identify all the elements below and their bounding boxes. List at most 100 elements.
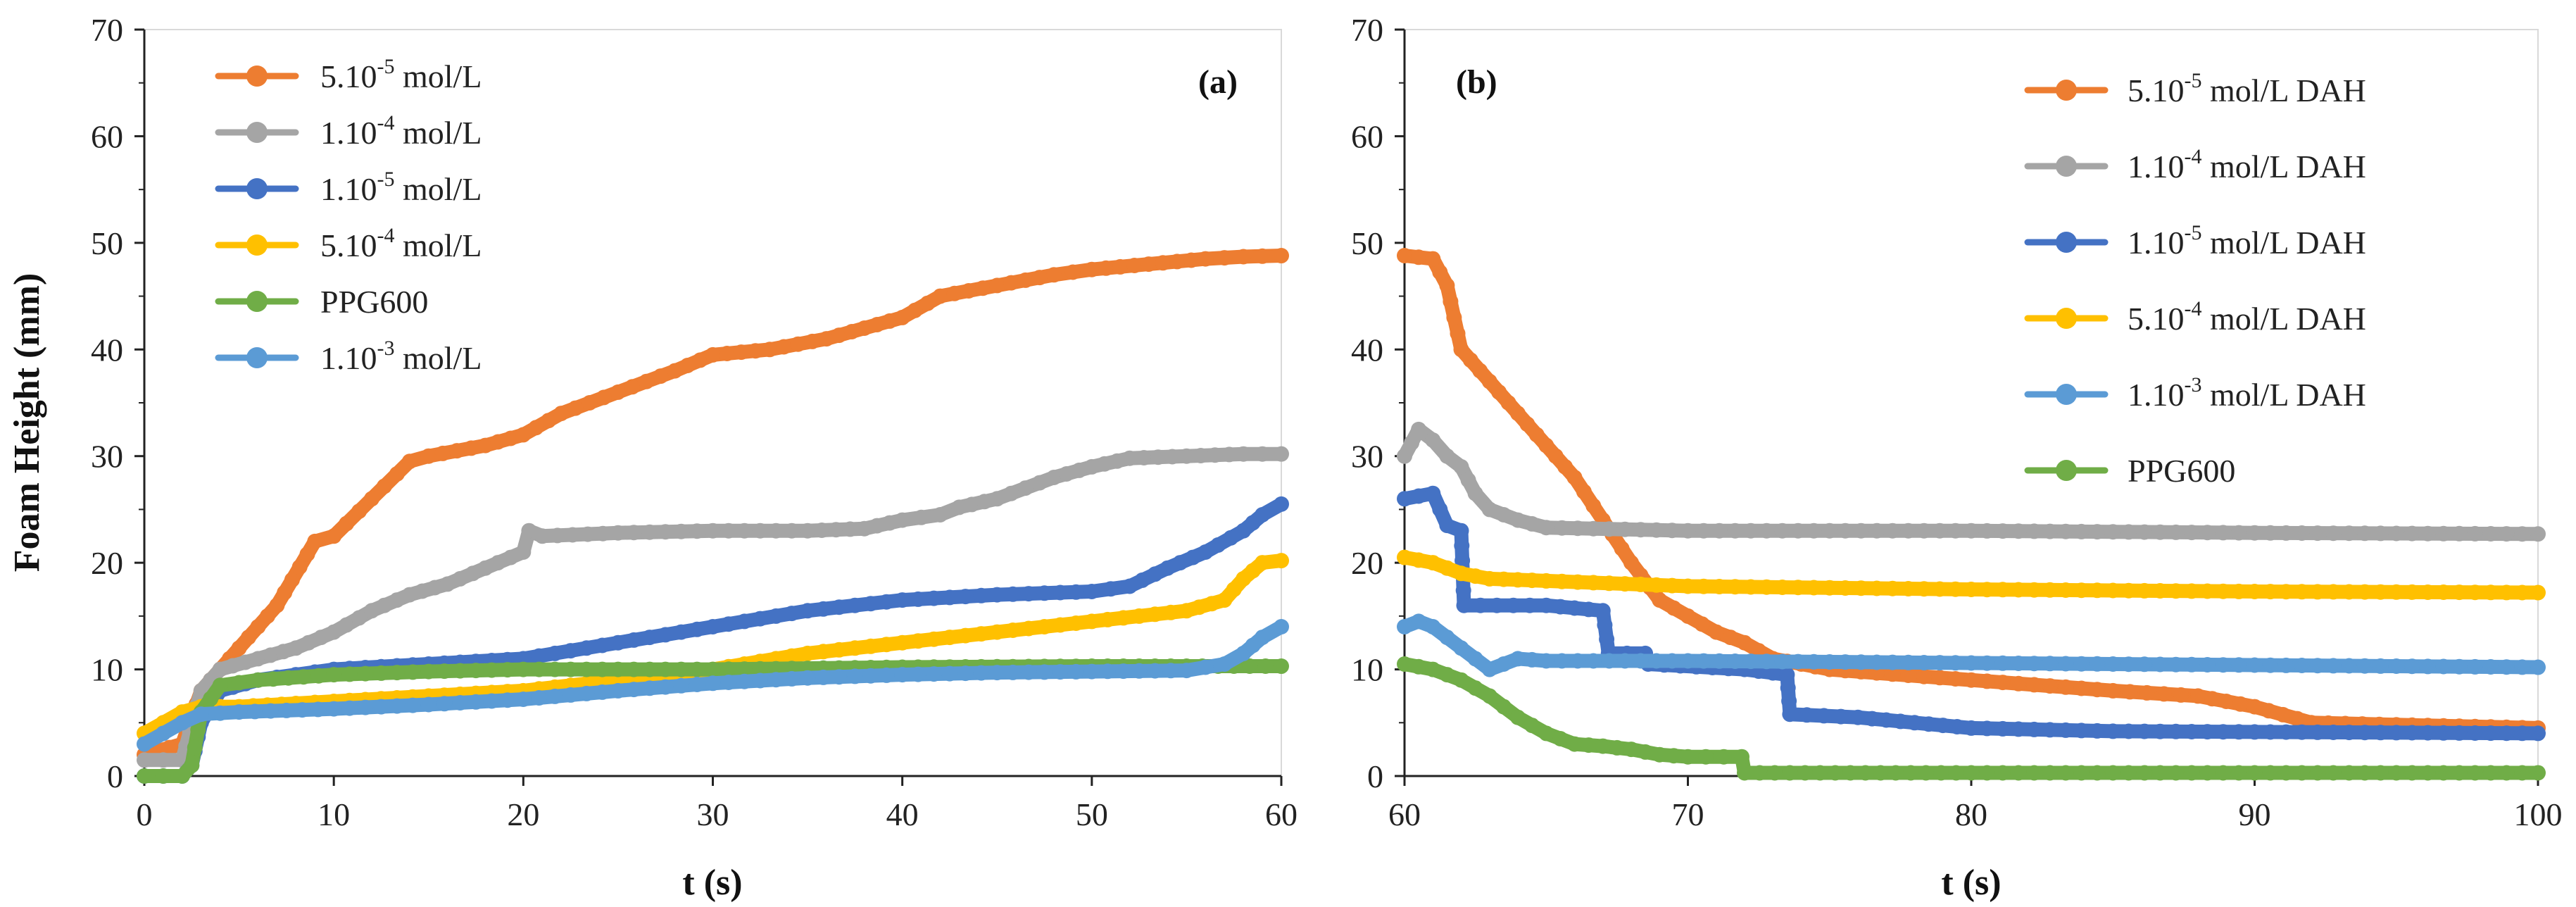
panel-b-series-1-10-3-mol-l-dah-point xyxy=(1868,654,1885,670)
panel-b-series-1-10-4-mol-l-dah-point xyxy=(1495,507,1512,523)
panel-a-series-5-10-5-mol-l-point xyxy=(503,430,519,446)
panel-b-series-1-10-3-mol-l-dah-point xyxy=(2482,659,2499,675)
panel-b-series-ppg600-point xyxy=(1842,765,1859,781)
panel-a-series-5-10-5-mol-l-point xyxy=(1169,254,1185,270)
panel-b-series-1-10-5-mol-l-dah-point xyxy=(2073,723,2090,739)
panel-b-series-ppg600-point xyxy=(2435,765,2451,781)
panel-b-y-tick-label: 20 xyxy=(1351,545,1383,581)
panel-b-series-5-10-4-mol-l-dah-point xyxy=(1837,580,1854,596)
panel-a-series-1-10-5-mol-l-point xyxy=(1121,578,1138,594)
panel-b-ticks: 0 10 20 30 40 50 60 70 60 70 80 90 100 xyxy=(1351,12,2563,832)
panel-a-series-5-10-5-mol-l-point xyxy=(907,302,923,318)
panel-b-series-ppg600-point xyxy=(1994,765,2011,781)
panel-a-series-ppg600-point xyxy=(265,671,281,687)
panel-b-series-ppg600-point xyxy=(2530,765,2546,781)
panel-b-series-1-10-5-mol-l-dah-point xyxy=(2231,724,2247,740)
panel-a-series-5-10-5-mol-l-point xyxy=(299,546,315,562)
panel-a-series-ppg600-point xyxy=(452,663,468,679)
panel-a-series-1-10-4-mol-l-point xyxy=(595,525,611,542)
panel-b-series-1-10-5-mol-l-dah-point xyxy=(2482,725,2499,742)
panel-a-series-5-10-5-mol-l-point xyxy=(567,400,584,416)
panel-b-series-ppg600-point xyxy=(1566,736,1583,752)
panel-a-series-1-10-4-mol-l-point xyxy=(339,617,355,633)
panel-a-y-tick-label: 40 xyxy=(91,332,123,368)
panel-b-series-1-10-5-mol-l-dah-point xyxy=(1454,537,1470,553)
panel-a-series-1-10-3-mol-l-point xyxy=(1115,663,1131,680)
panel-a-series-1-10-3-mol-l-point xyxy=(531,690,547,706)
panel-b-series-1-10-3-mol-l-dah-point xyxy=(2404,658,2420,675)
panel-a-series-1-10-4-mol-l-point xyxy=(964,496,980,513)
panel-b-series-5-10-5-mol-l-dah-point xyxy=(2261,703,2277,719)
panel-b-series-5-10-4-mol-l-dah-point xyxy=(1868,580,1885,596)
panel-b-series-1-10-3-mol-l-dah-point xyxy=(2388,658,2404,674)
panel-b-series-1-10-5-mol-l-dah-point xyxy=(2325,725,2342,740)
panel-b-series-5-10-5-mol-l-dah-point xyxy=(2156,686,2172,702)
panel-b-series-1-10-3-mol-l-dah-point xyxy=(2514,659,2530,675)
panel-a-series-ppg600-point xyxy=(547,661,563,677)
panel-a-series-1-10-4-mol-l-point xyxy=(275,644,291,660)
panel-a-series-1-10-3-mol-l-point xyxy=(484,693,500,709)
panel-a-series-1-10-4-mol-l-point xyxy=(951,499,967,515)
panel-a-y-tick-label: 10 xyxy=(91,652,123,688)
panel-b-series-ppg600-point xyxy=(2357,765,2373,781)
panel-a-series-1-10-3-mol-l-point xyxy=(1005,664,1021,680)
panel-b-series-5-10-5-mol-l-dah-point xyxy=(1481,373,1497,389)
panel-b-series-1-10-4-mol-l-dah-point xyxy=(1711,523,1728,539)
panel-b-series-ppg600-point xyxy=(2026,765,2042,781)
panel-b-series-5-10-4-mol-l-dah-point xyxy=(1554,573,1570,589)
panel-a-series-5-10-5-mol-l-point xyxy=(449,443,465,459)
panel-b-series-1-10-5-mol-l-dah-point xyxy=(2168,723,2184,739)
panel-b-series-1-10-3-mol-l-dah-point xyxy=(2435,658,2451,675)
panel-a-series-5-10-4-mol-l-point xyxy=(1163,604,1179,620)
panel-b-series-5-10-4-mol-l-dah-point xyxy=(2184,583,2200,599)
panel-b-series-1-10-5-mol-l-dah-point xyxy=(2262,724,2278,740)
panel-b-series-5-10-4-mol-l-dah-point xyxy=(1774,580,1790,595)
panel-b-series-1-10-4-mol-l-dah-point xyxy=(1916,523,1932,539)
panel-b-legend-swatch-marker xyxy=(2056,384,2077,405)
panel-b-series-5-10-4-mol-l-dah-point xyxy=(2168,583,2184,599)
panel-a-series-1-10-5-mol-l-point xyxy=(531,648,547,664)
panel-b-series-1-10-3-mol-l-dah-point xyxy=(1467,651,1483,667)
panel-a-series-5-10-4-mol-l-point xyxy=(1191,599,1207,615)
panel-a-series-1-10-3-mol-l-point xyxy=(452,695,468,711)
panel-b-series-1-10-5-mol-l-dah-point xyxy=(2341,725,2357,741)
panel-b-series-ppg600-point xyxy=(2058,765,2074,781)
panel-b-series-1-10-3-mol-l-dah-point xyxy=(1411,613,1427,630)
y-axis-label: Foam Height (mm) xyxy=(7,273,47,573)
panel-b-series-ppg600-point xyxy=(1782,765,1798,781)
panel-b-legend-label-5-10-5-mol-l-dah: 5.10-5 mol/L DAH xyxy=(2128,69,2366,108)
panel-b-series-5-10-4-mol-l-dah-point xyxy=(2121,582,2137,599)
panel-b-legend-swatch-marker xyxy=(2056,80,2077,101)
panel-b-series-1-10-3-mol-l-dah-point xyxy=(2341,658,2357,674)
panel-b-series-1-10-3-mol-l-dah-point xyxy=(2089,656,2105,672)
panel-a-series-5-10-4-mol-l-point xyxy=(894,634,910,651)
panel-b-series-5-10-5-mol-l-dah-point xyxy=(1450,325,1466,342)
panel-a-series-1-10-4-mol-l-point xyxy=(856,520,872,537)
panel-a-series-1-10-5-mol-l-point xyxy=(973,587,989,603)
panel-a-series-1-10-5-mol-l-point xyxy=(957,589,974,605)
panel-a-series-5-10-5-mol-l-point xyxy=(376,478,392,494)
panel-b-y-tick-label: 50 xyxy=(1351,225,1383,261)
panel-b-series-ppg600-point xyxy=(1857,765,1873,781)
panel-b-series-ppg600-point xyxy=(1439,667,1455,683)
panel-b-series-5-10-4-mol-l-dah-point xyxy=(2467,584,2483,601)
panel-a-series-1-10-3-mol-l-point xyxy=(499,692,515,708)
panel-b-series-1-10-4-mol-l-dah-point xyxy=(1453,458,1469,475)
panel-a-series-5-10-5-mol-l-point xyxy=(1217,250,1233,266)
panel-a-series-1-10-3-mol-l-point xyxy=(894,667,910,683)
panel-b-series-1-10-3-mol-l-dah-point xyxy=(1554,653,1570,669)
panel-b-series-ppg600-point xyxy=(1652,746,1668,763)
panel-b-y-tick-label: 30 xyxy=(1351,439,1383,475)
panel-a-series-1-10-4-mol-l-point xyxy=(1083,458,1100,475)
panel-b-series-ppg600-point xyxy=(1812,765,1828,781)
panel-b-series-1-10-4-mol-l-dah-point xyxy=(2231,525,2247,541)
panel-a-series-5-10-5-mol-l-point xyxy=(843,324,860,339)
panel-a-series-1-10-3-mol-l-point xyxy=(720,675,736,690)
panel-b-series-5-10-4-mol-l-dah-point xyxy=(1680,578,1696,594)
panel-b-series-1-10-4-mol-l-dah-point xyxy=(2247,525,2263,541)
panel-b-series-5-10-4-mol-l-dah-point xyxy=(2309,584,2325,600)
panel-b-series-5-10-4-mol-l-dah-point xyxy=(1397,549,1412,565)
panel-b-series-5-10-4-mol-l-dah-point xyxy=(2514,584,2530,601)
panel-a-series-1-10-3-mol-l-point xyxy=(1255,630,1271,646)
panel-b-series-5-10-5-mol-l-dah-point xyxy=(1885,666,1901,682)
